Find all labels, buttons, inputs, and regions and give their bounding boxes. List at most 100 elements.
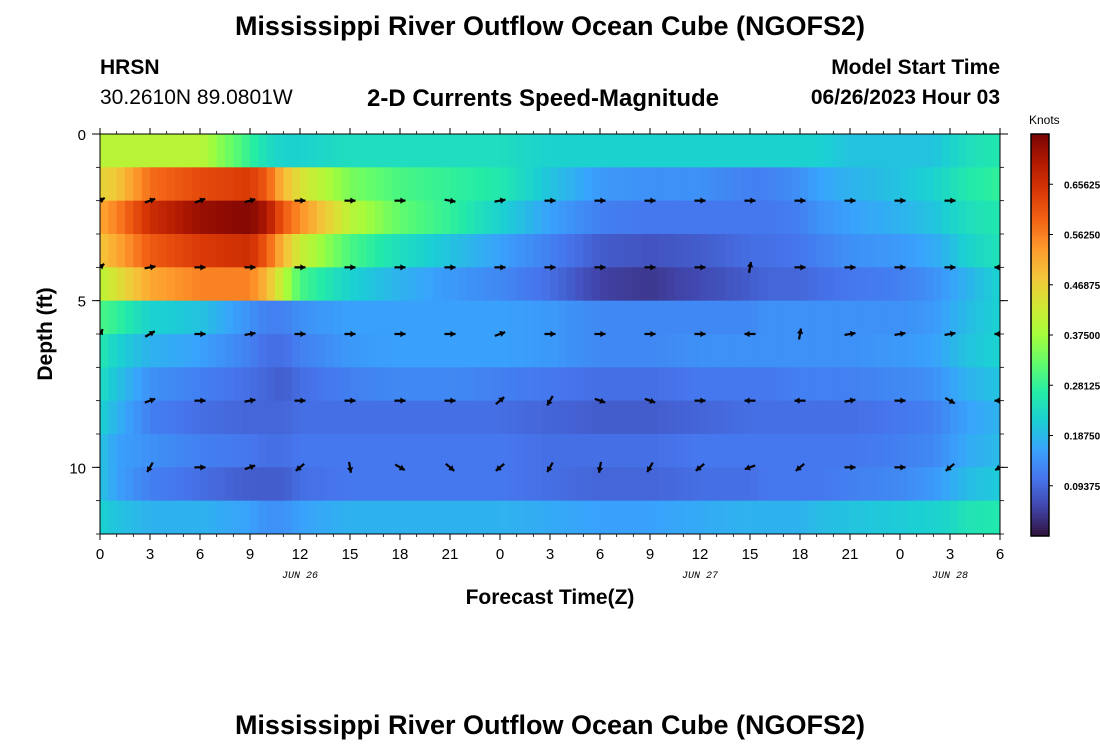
heat-cell xyxy=(641,434,651,468)
heat-cell xyxy=(925,300,934,335)
heat-cell xyxy=(883,200,893,235)
heat-cell xyxy=(941,234,951,268)
heat-cell xyxy=(950,500,959,534)
heat-cell xyxy=(841,500,851,534)
heat-cell xyxy=(533,167,543,202)
heat-cell xyxy=(541,167,551,202)
heat-cell xyxy=(866,400,876,435)
heat-cell xyxy=(191,200,201,235)
heat-cell xyxy=(850,234,859,268)
heat-cell xyxy=(991,300,1000,335)
heat-cell xyxy=(541,434,551,468)
heat-cell xyxy=(358,200,368,235)
heat-cell xyxy=(558,367,568,402)
current-vector xyxy=(244,397,256,404)
heat-cell xyxy=(900,200,909,235)
heat-cell xyxy=(908,267,918,302)
heat-cell xyxy=(625,267,634,302)
heat-cell xyxy=(400,500,409,534)
heat-cell xyxy=(500,200,509,235)
heat-cell xyxy=(608,200,618,235)
heat-cell xyxy=(341,300,351,335)
heat-cell xyxy=(475,500,484,534)
heat-cell xyxy=(116,267,126,302)
heat-cell xyxy=(975,234,984,268)
heat-cell xyxy=(650,367,659,402)
heat-cell xyxy=(491,467,501,502)
heat-cell xyxy=(100,500,109,534)
heat-cell xyxy=(375,334,384,368)
heat-cell xyxy=(133,267,143,302)
heat-cell xyxy=(516,467,526,502)
heat-cell xyxy=(241,467,251,502)
current-vector xyxy=(794,264,806,271)
heat-cell xyxy=(233,267,243,302)
heat-cell xyxy=(575,500,584,534)
heat-cell xyxy=(833,500,843,534)
heat-cell xyxy=(708,200,718,235)
heat-cell xyxy=(208,134,218,168)
heat-cell xyxy=(825,300,834,335)
current-vector xyxy=(546,395,554,406)
heat-cell xyxy=(841,234,851,268)
heat-cell xyxy=(875,400,884,435)
heat-cell xyxy=(150,434,159,468)
current-vector xyxy=(544,197,556,204)
heat-cell xyxy=(783,500,793,534)
heat-cell xyxy=(250,167,259,202)
heat-cell xyxy=(308,134,318,168)
current-vector xyxy=(944,264,956,271)
heat-cell xyxy=(350,400,359,435)
heat-cell xyxy=(566,300,576,335)
heat-cell xyxy=(608,167,618,202)
x-tick-label: 18 xyxy=(792,546,809,563)
heat-cell xyxy=(158,434,168,468)
heat-cell xyxy=(258,467,268,502)
heat-cell xyxy=(508,267,518,302)
heat-cell xyxy=(383,334,393,368)
heat-cell xyxy=(558,234,568,268)
heat-cell xyxy=(800,434,809,468)
heat-cell xyxy=(316,434,326,468)
heat-cell xyxy=(358,367,368,402)
heat-cell xyxy=(166,400,176,435)
heat-cell xyxy=(775,134,784,168)
heat-cell xyxy=(858,400,868,435)
heat-cell xyxy=(225,367,234,402)
heat-cell xyxy=(241,267,251,302)
heat-cell xyxy=(458,167,468,202)
heat-cell xyxy=(416,334,426,368)
heat-cell xyxy=(541,300,551,335)
heat-cell xyxy=(491,200,501,235)
heat-cell xyxy=(916,467,926,502)
heat-cell xyxy=(141,234,151,268)
heat-cell xyxy=(283,267,293,302)
heat-cell xyxy=(491,434,501,468)
heat-cell xyxy=(575,200,584,235)
current-vector xyxy=(444,264,456,271)
heat-cell xyxy=(816,167,826,202)
heat-cell xyxy=(550,500,559,534)
current-vector xyxy=(544,330,556,338)
heat-cell xyxy=(458,134,468,168)
heat-cell xyxy=(691,134,701,168)
heat-cell xyxy=(383,234,393,268)
heat-cell xyxy=(133,234,143,268)
heat-cell xyxy=(650,500,659,534)
current-vector xyxy=(894,197,906,204)
heat-cell xyxy=(741,367,751,402)
heat-cell xyxy=(341,400,351,435)
heat-cell xyxy=(150,467,159,502)
heat-cell xyxy=(500,434,509,468)
heat-cell xyxy=(291,434,301,468)
current-vector xyxy=(394,330,406,338)
heat-cell xyxy=(325,134,334,168)
heat-cell xyxy=(766,400,776,435)
heat-cell xyxy=(291,334,301,368)
heat-cell xyxy=(425,267,434,302)
heat-cell xyxy=(641,334,651,368)
heat-cell xyxy=(225,300,234,335)
heat-cell xyxy=(833,300,843,335)
heat-cell xyxy=(808,367,818,402)
colorbar-tick-label: 0.37500 xyxy=(1064,331,1100,342)
